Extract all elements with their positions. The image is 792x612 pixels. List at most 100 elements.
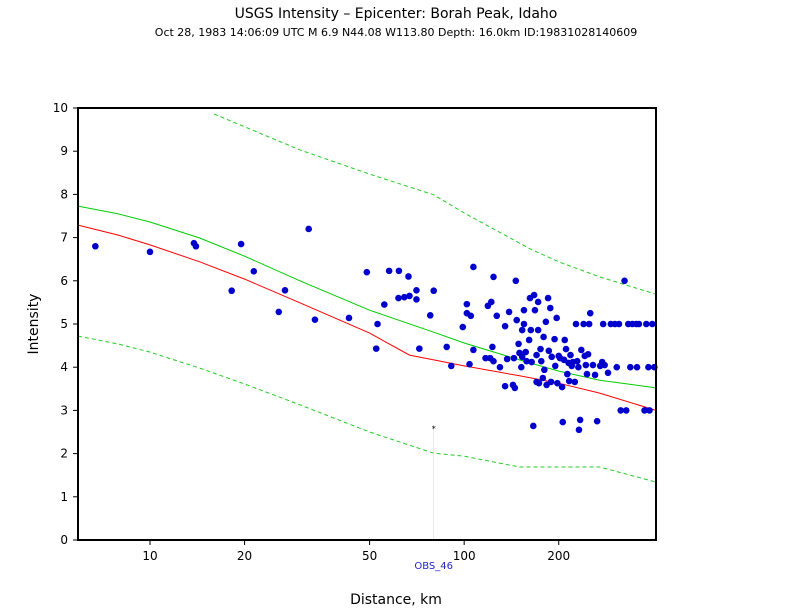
point: [405, 273, 412, 280]
annotation-star: *: [432, 425, 436, 434]
y-tick-label: 7: [60, 231, 68, 245]
point: [426, 312, 434, 319]
point: [635, 320, 643, 328]
point: [578, 346, 585, 354]
point: [546, 304, 554, 312]
y-tick-label: 1: [60, 490, 68, 504]
y-tick-label: 5: [60, 317, 68, 331]
point: [275, 308, 283, 316]
point: [591, 371, 599, 379]
point: [567, 351, 574, 359]
point: [545, 347, 553, 355]
point: [599, 320, 607, 328]
point: [537, 357, 545, 365]
point: [510, 354, 518, 362]
point: [539, 374, 547, 382]
point: [551, 362, 559, 370]
point: [540, 333, 547, 341]
point: [413, 296, 420, 303]
y-tick-label: 3: [60, 403, 68, 417]
point: [311, 316, 319, 323]
point: [551, 335, 558, 343]
point: [601, 361, 608, 369]
point: [562, 345, 570, 353]
point: [533, 351, 540, 359]
point: [459, 323, 467, 331]
point: [641, 407, 648, 414]
point: [470, 346, 477, 354]
point: [622, 407, 630, 414]
point: [489, 343, 496, 351]
point: [493, 312, 501, 320]
point: [586, 309, 594, 317]
point: [374, 320, 381, 328]
x-tick-label: 50: [362, 549, 377, 563]
point: [401, 293, 408, 301]
point: [583, 370, 591, 378]
point: [522, 348, 529, 356]
point: [553, 314, 560, 322]
curve: [77, 335, 657, 483]
y-tick-label: 6: [60, 274, 68, 288]
point: [518, 353, 526, 361]
point: [648, 320, 656, 328]
point: [406, 292, 413, 300]
point: [250, 267, 258, 275]
curve: [213, 113, 657, 295]
point: [548, 353, 556, 361]
x-tick-label: 100: [453, 549, 476, 563]
point: [512, 277, 520, 285]
point: [192, 242, 200, 250]
y-axis-label: Intensity: [26, 294, 42, 355]
point: [237, 240, 245, 248]
point: [501, 382, 509, 390]
point: [645, 363, 652, 371]
point: [490, 357, 497, 365]
point: [576, 416, 584, 424]
point: [146, 248, 154, 256]
point: [228, 287, 235, 295]
point: [621, 277, 628, 285]
y-tick-label: 9: [60, 144, 68, 158]
point: [575, 363, 582, 371]
point: [467, 312, 475, 320]
point: [447, 362, 455, 370]
y-tick-label: 8: [60, 187, 68, 201]
point: [613, 363, 621, 371]
point: [646, 407, 653, 414]
point: [482, 354, 489, 362]
point: [413, 287, 420, 294]
point: [395, 294, 402, 302]
point: [561, 336, 569, 344]
point: [518, 326, 526, 334]
point: [470, 263, 477, 271]
point: [585, 320, 593, 328]
point: [642, 320, 650, 328]
x-axis-label: Distance, km: [350, 592, 442, 608]
point: [395, 267, 403, 275]
point: [559, 418, 567, 426]
chart-title: USGS Intensity – Epicenter: Borah Peak, …: [235, 6, 558, 22]
point: [534, 298, 542, 306]
point: [517, 363, 525, 371]
point: [92, 242, 99, 250]
point: [443, 343, 451, 351]
point: [501, 322, 509, 330]
point: [515, 340, 522, 348]
point: [466, 360, 473, 368]
point: [525, 336, 533, 344]
point: [345, 314, 353, 322]
point: [572, 320, 580, 328]
point: [528, 358, 535, 366]
point: [593, 417, 601, 425]
y-tick-label: 2: [60, 447, 68, 461]
point: [547, 378, 555, 386]
point: [513, 316, 521, 324]
point: [430, 287, 438, 295]
point: [487, 298, 495, 306]
point: [575, 426, 583, 434]
point: [496, 363, 504, 371]
point: [554, 379, 561, 387]
point: [544, 294, 552, 302]
